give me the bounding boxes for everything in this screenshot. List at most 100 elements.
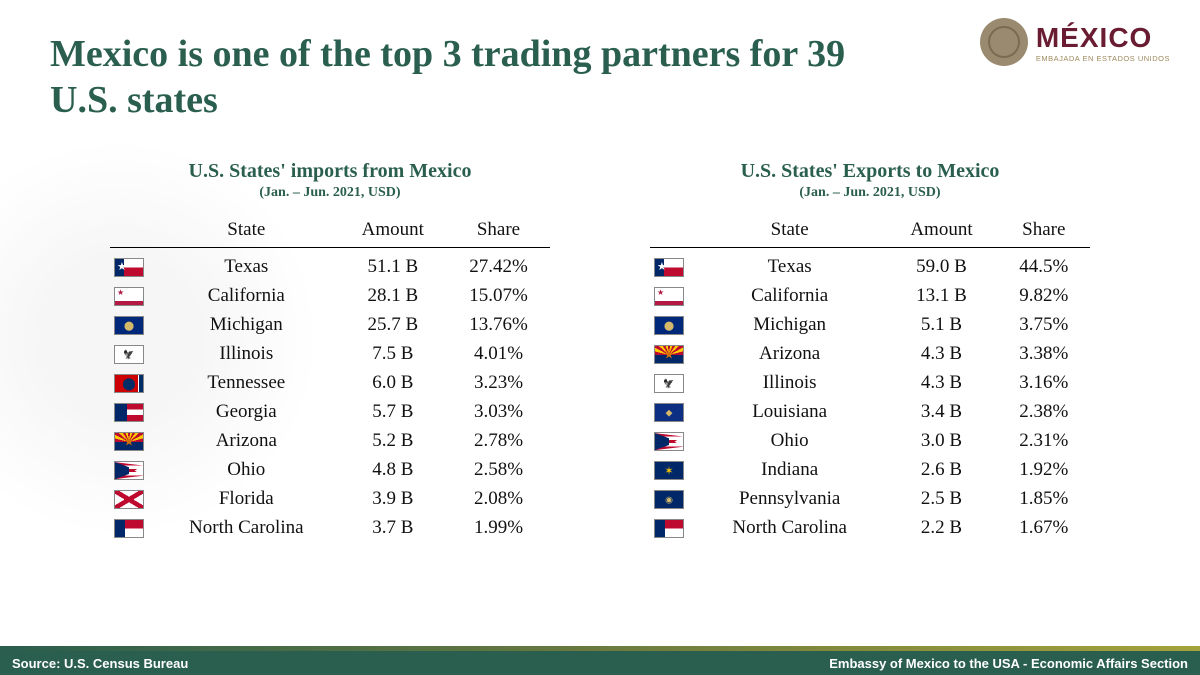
col-flag: [110, 215, 154, 248]
state-name: Tennessee: [154, 369, 339, 398]
amount-value: 28.1 B: [339, 282, 447, 311]
exports-table-block: U.S. States' Exports to Mexico (Jan. – J…: [650, 160, 1090, 543]
state-flag-icon: [114, 287, 144, 306]
state-name: Florida: [154, 485, 339, 514]
amount-value: 5.7 B: [339, 398, 447, 427]
flag-cell: [110, 427, 154, 456]
imports-table: State Amount Share Texas51.1 B27.42%Cali…: [110, 215, 550, 543]
imports-period: (Jan. – Jun. 2021, USD): [110, 185, 550, 201]
flag-cell: [110, 369, 154, 398]
table-row: Illinois7.5 B4.01%: [110, 340, 550, 369]
share-value: 44.5%: [998, 248, 1090, 282]
exports-period: (Jan. – Jun. 2021, USD): [650, 185, 1090, 201]
flag-cell: [650, 514, 694, 543]
table-row: Michigan5.1 B3.75%: [650, 311, 1090, 340]
share-value: 4.01%: [447, 340, 550, 369]
state-name: Pennsylvania: [694, 485, 885, 514]
state-flag-icon: [654, 316, 684, 335]
state-flag-icon: [114, 490, 144, 509]
col-state: State: [154, 215, 339, 248]
flag-cell: [650, 398, 694, 427]
flag-cell: [650, 369, 694, 398]
amount-value: 3.9 B: [339, 485, 447, 514]
table-row: Indiana2.6 B1.92%: [650, 456, 1090, 485]
state-flag-icon: [114, 258, 144, 277]
share-value: 2.08%: [447, 485, 550, 514]
table-row: Georgia5.7 B3.03%: [110, 398, 550, 427]
state-flag-icon: [114, 316, 144, 335]
amount-value: 3.7 B: [339, 514, 447, 543]
state-flag-icon: [654, 287, 684, 306]
share-value: 1.99%: [447, 514, 550, 543]
flag-cell: [650, 427, 694, 456]
tables-container: U.S. States' imports from Mexico (Jan. –…: [0, 160, 1200, 543]
state-flag-icon: [114, 461, 144, 480]
amount-value: 51.1 B: [339, 248, 447, 282]
header-logo: MÉXICO EMBAJADA EN ESTADOS UNIDOS: [980, 18, 1170, 66]
flag-cell: [110, 456, 154, 485]
imports-table-block: U.S. States' imports from Mexico (Jan. –…: [110, 160, 550, 543]
state-flag-icon: [114, 403, 144, 422]
state-name: North Carolina: [154, 514, 339, 543]
col-share: Share: [998, 215, 1090, 248]
table-row: North Carolina3.7 B1.99%: [110, 514, 550, 543]
state-flag-icon: [654, 461, 684, 480]
share-value: 27.42%: [447, 248, 550, 282]
state-flag-icon: [654, 374, 684, 393]
seal-icon: [980, 18, 1028, 66]
state-name: Louisiana: [694, 398, 885, 427]
state-name: North Carolina: [694, 514, 885, 543]
footer-source: Source: U.S. Census Bureau: [12, 656, 188, 671]
state-flag-icon: [654, 519, 684, 538]
col-amount: Amount: [885, 215, 997, 248]
share-value: 2.38%: [998, 398, 1090, 427]
state-flag-icon: [654, 258, 684, 277]
flag-cell: [110, 282, 154, 311]
col-share: Share: [447, 215, 550, 248]
share-value: 1.67%: [998, 514, 1090, 543]
state-name: Georgia: [154, 398, 339, 427]
amount-value: 2.6 B: [885, 456, 997, 485]
flag-cell: [650, 456, 694, 485]
share-value: 1.85%: [998, 485, 1090, 514]
share-value: 3.38%: [998, 340, 1090, 369]
table-row: Texas51.1 B27.42%: [110, 248, 550, 282]
flag-cell: [110, 485, 154, 514]
flag-cell: [110, 340, 154, 369]
state-flag-icon: [654, 403, 684, 422]
amount-value: 6.0 B: [339, 369, 447, 398]
state-name: Texas: [694, 248, 885, 282]
table-row: Florida3.9 B2.08%: [110, 485, 550, 514]
amount-value: 5.1 B: [885, 311, 997, 340]
table-row: Michigan25.7 B13.76%: [110, 311, 550, 340]
amount-value: 4.3 B: [885, 369, 997, 398]
logo-main: MÉXICO: [1036, 22, 1170, 54]
share-value: 3.23%: [447, 369, 550, 398]
amount-value: 25.7 B: [339, 311, 447, 340]
footer-embassy: Embassy of Mexico to the USA - Economic …: [829, 656, 1188, 671]
share-value: 3.75%: [998, 311, 1090, 340]
flag-cell: [110, 248, 154, 282]
share-value: 2.78%: [447, 427, 550, 456]
page-title: Mexico is one of the top 3 trading partn…: [50, 32, 850, 123]
flag-cell: [650, 311, 694, 340]
state-flag-icon: [114, 345, 144, 364]
state-flag-icon: [114, 432, 144, 451]
share-value: 13.76%: [447, 311, 550, 340]
state-flag-icon: [654, 345, 684, 364]
table-row: North Carolina2.2 B1.67%: [650, 514, 1090, 543]
amount-value: 13.1 B: [885, 282, 997, 311]
share-value: 2.58%: [447, 456, 550, 485]
state-name: Arizona: [694, 340, 885, 369]
state-name: Arizona: [154, 427, 339, 456]
share-value: 3.16%: [998, 369, 1090, 398]
amount-value: 4.8 B: [339, 456, 447, 485]
col-state: State: [694, 215, 885, 248]
table-row: California13.1 B9.82%: [650, 282, 1090, 311]
share-value: 15.07%: [447, 282, 550, 311]
share-value: 3.03%: [447, 398, 550, 427]
table-row: Arizona5.2 B2.78%: [110, 427, 550, 456]
flag-cell: [110, 311, 154, 340]
table-row: Ohio4.8 B2.58%: [110, 456, 550, 485]
state-flag-icon: [114, 519, 144, 538]
